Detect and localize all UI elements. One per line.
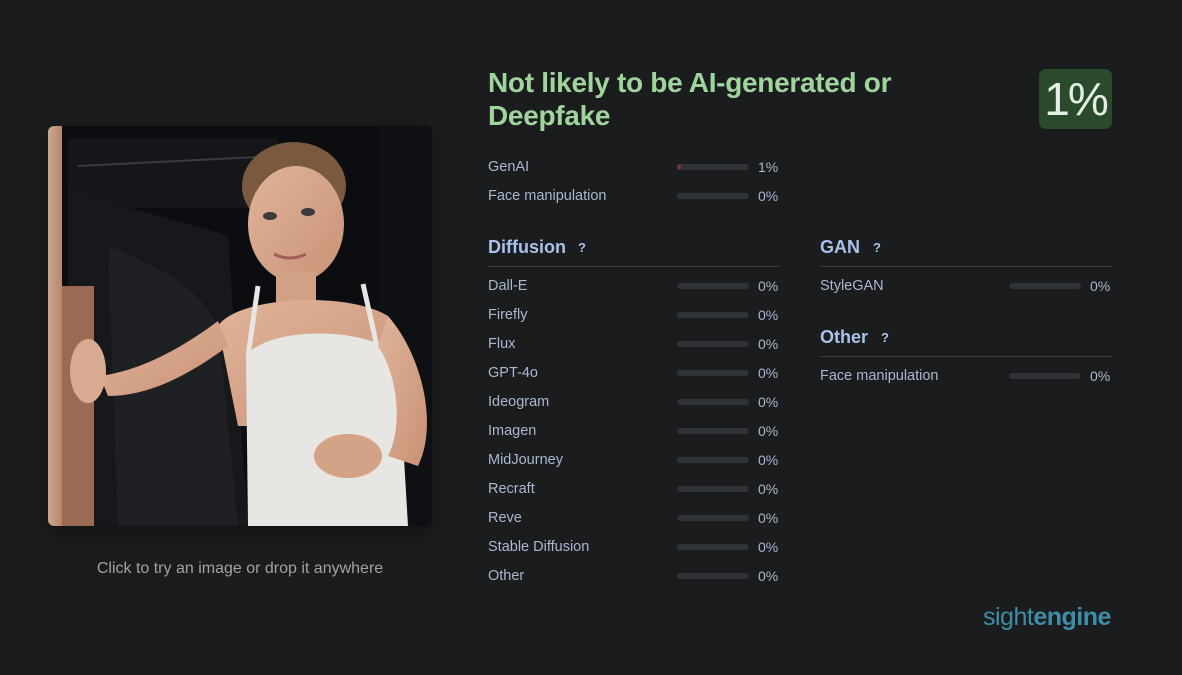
score-row-label: Firefly bbox=[488, 307, 528, 323]
score-row-value: 0% bbox=[758, 510, 779, 526]
score-row: Dall-E 0% bbox=[488, 276, 780, 296]
score-row-value: 0% bbox=[758, 423, 779, 439]
score-row: Firefly 0% bbox=[488, 305, 780, 325]
overall-score-badge: 1% bbox=[1039, 69, 1112, 129]
gan-help-icon[interactable]: ? bbox=[873, 240, 881, 255]
score-bar bbox=[677, 428, 749, 434]
score-row-label: Recraft bbox=[488, 481, 535, 497]
score-row-label: Other bbox=[488, 568, 525, 584]
score-bar bbox=[677, 399, 749, 405]
score-bar bbox=[677, 544, 749, 550]
score-row: StyleGAN 0% bbox=[820, 276, 1112, 296]
score-row-label: Face manipulation bbox=[820, 368, 939, 384]
score-bar bbox=[677, 193, 749, 199]
score-row: Flux 0% bbox=[488, 334, 780, 354]
score-bar bbox=[1009, 373, 1081, 379]
score-bar bbox=[677, 457, 749, 463]
score-row-label: GPT-4o bbox=[488, 365, 538, 381]
brand-text-light: sight bbox=[983, 603, 1034, 631]
score-bar bbox=[677, 164, 749, 170]
diffusion-section-header: Diffusion ? bbox=[488, 236, 780, 267]
brand-text-bold: engine bbox=[1033, 603, 1111, 631]
score-row-value: 0% bbox=[1090, 368, 1111, 384]
score-row-value: 0% bbox=[1090, 278, 1111, 294]
score-bar bbox=[677, 573, 749, 579]
score-bar bbox=[1009, 283, 1081, 289]
gan-section-title: GAN bbox=[820, 237, 860, 257]
score-row-value: 0% bbox=[758, 568, 779, 584]
portrait-photo bbox=[48, 126, 432, 526]
other-section-header: Other ? bbox=[820, 326, 1112, 357]
score-row: Other 0% bbox=[488, 566, 780, 586]
score-row: GenAI 1% bbox=[488, 157, 780, 177]
score-bar bbox=[677, 283, 749, 289]
score-row-value: 0% bbox=[758, 188, 779, 204]
uploaded-image[interactable] bbox=[48, 126, 432, 526]
score-row-label: Stable Diffusion bbox=[488, 539, 590, 555]
verdict-title: Not likely to be AI-generated or Deepfak… bbox=[488, 67, 892, 131]
score-row-label: Flux bbox=[488, 336, 516, 352]
sightengine-logo[interactable]: sightengine bbox=[983, 603, 1111, 632]
other-section-title: Other bbox=[820, 327, 869, 347]
diffusion-help-icon[interactable]: ? bbox=[578, 240, 586, 255]
score-row-value: 0% bbox=[758, 452, 779, 468]
score-row-label: MidJourney bbox=[488, 452, 563, 468]
score-row-value: 0% bbox=[758, 481, 779, 497]
score-row-value: 0% bbox=[758, 394, 779, 410]
score-bar bbox=[677, 312, 749, 318]
score-row: MidJourney 0% bbox=[488, 450, 780, 470]
score-row-value: 1% bbox=[758, 159, 779, 175]
score-row: Recraft 0% bbox=[488, 479, 780, 499]
score-row-value: 0% bbox=[758, 365, 779, 381]
score-bar bbox=[677, 370, 749, 376]
score-row-label: Imagen bbox=[488, 423, 537, 439]
score-row: Face manipulation 0% bbox=[820, 366, 1112, 386]
other-help-icon[interactable]: ? bbox=[881, 330, 889, 345]
score-row-label: StyleGAN bbox=[820, 278, 884, 294]
score-row-label: Ideogram bbox=[488, 394, 550, 410]
score-row: Reve 0% bbox=[488, 508, 780, 528]
score-row: Stable Diffusion 0% bbox=[488, 537, 780, 557]
score-row-label: Dall-E bbox=[488, 278, 528, 294]
gan-section-header: GAN ? bbox=[820, 236, 1112, 267]
score-bar bbox=[677, 341, 749, 347]
score-row-value: 0% bbox=[758, 278, 779, 294]
score-row-label: Face manipulation bbox=[488, 188, 607, 204]
score-row: Imagen 0% bbox=[488, 421, 780, 441]
score-bar-fill bbox=[677, 164, 682, 170]
score-row: Face manipulation 0% bbox=[488, 186, 780, 206]
score-row-value: 0% bbox=[758, 336, 779, 352]
score-row-value: 0% bbox=[758, 307, 779, 323]
diffusion-section-title: Diffusion bbox=[488, 237, 566, 257]
drop-hint-text[interactable]: Click to try an image or drop it anywher… bbox=[96, 560, 384, 577]
score-row-label: Reve bbox=[488, 510, 522, 526]
score-bar bbox=[677, 486, 749, 492]
score-bar bbox=[677, 515, 749, 521]
score-row: Ideogram 0% bbox=[488, 392, 780, 412]
score-row: GPT-4o 0% bbox=[488, 363, 780, 383]
score-row-value: 0% bbox=[758, 539, 779, 555]
score-row-label: GenAI bbox=[488, 159, 530, 175]
